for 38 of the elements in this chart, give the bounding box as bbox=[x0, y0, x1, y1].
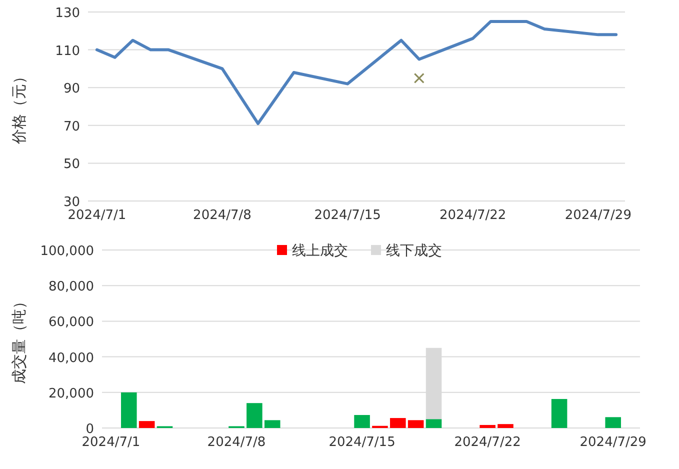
bar bbox=[246, 403, 262, 428]
y-tick-label: 90 bbox=[63, 82, 80, 97]
y-tick-label: 80,000 bbox=[48, 280, 94, 295]
y-axis-title: 价格（元） bbox=[10, 69, 28, 145]
bar bbox=[605, 417, 621, 428]
y-tick-label: 40,000 bbox=[48, 350, 94, 366]
bar bbox=[354, 415, 370, 428]
bar bbox=[498, 424, 514, 428]
bar bbox=[121, 392, 137, 428]
x-tick-label: 2024/7/29 bbox=[580, 435, 646, 450]
x-tick-label: 2024/7/22 bbox=[454, 435, 521, 450]
y-tick-label: 0 bbox=[86, 422, 94, 437]
x-tick-label: 2024/7/8 bbox=[207, 435, 266, 450]
y-tick-label: 100,000 bbox=[40, 244, 94, 259]
x-tick-label: 2024/7/22 bbox=[440, 208, 506, 223]
bar bbox=[426, 419, 442, 428]
bar bbox=[264, 420, 280, 428]
y-tick-label: 110 bbox=[55, 44, 80, 59]
y-tick-label: 50 bbox=[63, 157, 80, 172]
y-tick-label: 30 bbox=[63, 195, 80, 210]
y-axis-title: 成交量（吨） bbox=[10, 294, 28, 384]
bar bbox=[551, 398, 568, 428]
bar bbox=[390, 418, 406, 428]
y-tick-label: 60,000 bbox=[48, 315, 94, 330]
x-tick-label: 2024/7/29 bbox=[564, 208, 632, 223]
x-tick-label: 2024/7/8 bbox=[193, 208, 252, 223]
x-tick-label: 2024/7/15 bbox=[314, 208, 381, 223]
y-tick-label: 130 bbox=[55, 6, 80, 21]
y-tick-label: 20,000 bbox=[48, 386, 94, 402]
x-tick-label: 2024/7/15 bbox=[328, 435, 396, 450]
bar bbox=[480, 424, 496, 428]
bar bbox=[138, 421, 155, 428]
legend-label: 线上成交 bbox=[292, 243, 348, 259]
legend-label: 线下成交 bbox=[386, 243, 442, 259]
y-tick-label: 70 bbox=[63, 119, 80, 134]
x-tick-label: 2024/7/1 bbox=[82, 435, 140, 450]
bar bbox=[408, 420, 424, 428]
x-tick-label: 2024/7/1 bbox=[68, 208, 126, 223]
